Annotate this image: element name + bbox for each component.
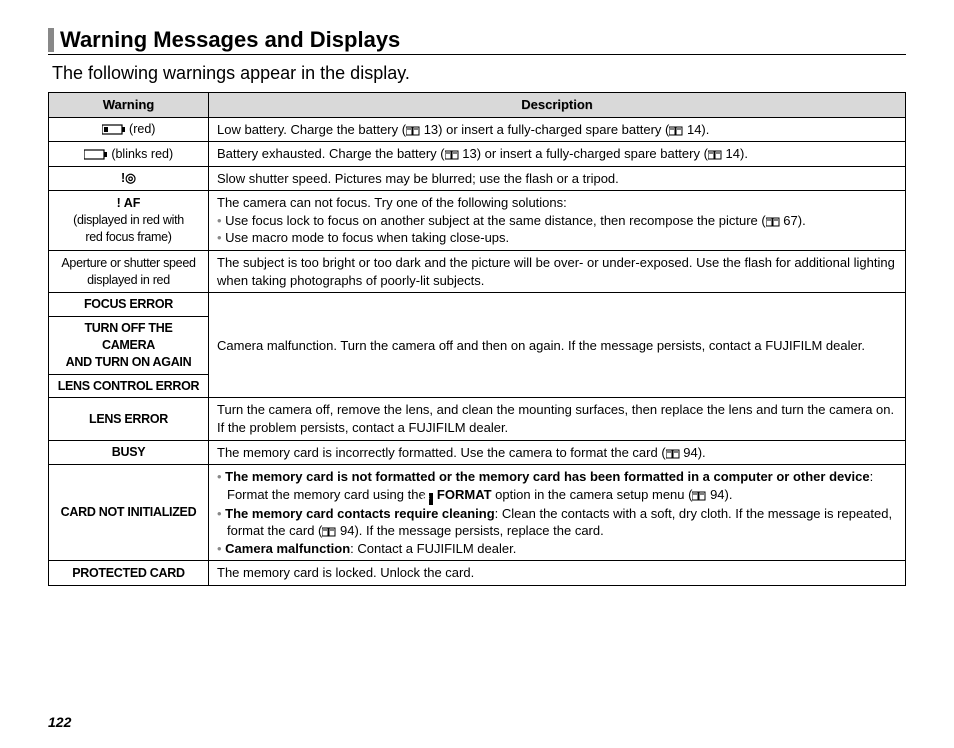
table-row: ! AF (displayed in red with red focus fr… (49, 191, 906, 251)
desc-text: Use macro mode to focus when taking clos… (225, 230, 509, 245)
warning-cell: TURN OFF THE CAMERA AND TURN ON AGAIN (49, 316, 209, 374)
heading-rule: Warning Messages and Displays (48, 28, 906, 55)
desc-bold: The memory card contacts require cleanin… (225, 506, 494, 521)
desc-bullet: • The memory card contacts require clean… (217, 505, 897, 540)
description-cell: Battery exhausted. Charge the battery ( … (209, 142, 906, 167)
page-ref-icon (708, 150, 722, 160)
warning-cell: (red) (49, 117, 209, 142)
description-cell: The subject is too bright or too dark an… (209, 251, 906, 293)
table-row: Aperture or shutter speed displayed in r… (49, 251, 906, 293)
description-cell: Camera malfunction. Turn the camera off … (209, 293, 906, 398)
page-ref-icon (669, 126, 683, 136)
table-row: PROTECTED CARD The memory card is locked… (49, 561, 906, 586)
section-heading: Warning Messages and Displays (48, 28, 906, 52)
desc-line: The camera can not focus. Try one of the… (217, 194, 897, 212)
desc-text: Use focus lock to focus on another subje… (225, 213, 766, 228)
desc-text: Low battery. Charge the battery ( (217, 122, 406, 137)
warning-note: (displayed in red with (57, 212, 200, 229)
desc-text: 13) or insert a fully-charged spare batt… (459, 146, 708, 161)
warning-label: AND TURN ON AGAIN (57, 354, 200, 371)
desc-text: Battery exhausted. Charge the battery ( (217, 146, 445, 161)
description-cell: • The memory card is not formatted or th… (209, 465, 906, 561)
warning-cell: BUSY (49, 440, 209, 465)
warning-cell: LENS ERROR (49, 398, 209, 440)
warning-label: Aperture or shutter speed (57, 255, 200, 272)
battery-low-icon (102, 124, 126, 135)
desc-bullet: • Use focus lock to focus on another sub… (217, 212, 897, 230)
description-cell: The memory card is locked. Unlock the ca… (209, 561, 906, 586)
bullet-icon: • (217, 506, 225, 521)
warning-label: TURN OFF THE CAMERA (57, 320, 200, 354)
warning-cell: (blinks red) (49, 142, 209, 167)
warning-note: red focus frame) (57, 229, 200, 246)
warning-cell: LENS CONTROL ERROR (49, 374, 209, 398)
desc-text: 67). (780, 213, 806, 228)
bullet-icon: • (217, 469, 225, 484)
desc-text: 13) or insert a fully-charged spare batt… (420, 122, 669, 137)
warning-cell: FOCUS ERROR (49, 293, 209, 317)
desc-text: 14). (683, 122, 709, 137)
desc-text: option in the camera setup menu ( (492, 487, 693, 502)
description-cell: Turn the camera off, remove the lens, an… (209, 398, 906, 440)
desc-bullet: • Use macro mode to focus when taking cl… (217, 229, 897, 247)
desc-bullet: • Camera malfunction: Contact a FUJIFILM… (217, 540, 897, 558)
page-ref-icon (692, 491, 706, 501)
desc-text: 14). (722, 146, 748, 161)
desc-text: 94). If the message persists, replace th… (336, 523, 603, 538)
table-row: BUSY The memory card is incorrectly form… (49, 440, 906, 465)
warning-cell: !◎ (49, 166, 209, 191)
col-header-warning: Warning (49, 93, 209, 118)
description-cell: Low battery. Charge the battery ( 13) or… (209, 117, 906, 142)
camera-shake-icon: !◎ (121, 171, 136, 185)
manual-page: Warning Messages and Displays The follow… (0, 0, 954, 586)
desc-bullet: • The memory card is not formatted or th… (217, 468, 897, 505)
bullet-icon: • (217, 213, 225, 228)
bullet-icon: • (217, 230, 225, 245)
warnings-table: Warning Description (red) Low battery. C… (48, 92, 906, 586)
table-row: (red) Low battery. Charge the battery ( … (49, 117, 906, 142)
table-row: CARD NOT INITIALIZED • The memory card i… (49, 465, 906, 561)
warning-label: ! AF (57, 195, 200, 212)
page-number: 122 (48, 714, 71, 730)
page-ref-icon (666, 449, 680, 459)
warning-suffix: (blinks red) (108, 147, 173, 161)
table-row: LENS ERROR Turn the camera off, remove t… (49, 398, 906, 440)
description-cell: Slow shutter speed. Pictures may be blur… (209, 166, 906, 191)
table-row: !◎ Slow shutter speed. Pictures may be b… (49, 166, 906, 191)
desc-bold: FORMAT (433, 487, 491, 502)
page-ref-icon (406, 126, 420, 136)
warning-cell: Aperture or shutter speed displayed in r… (49, 251, 209, 293)
bullet-icon: • (217, 541, 225, 556)
desc-text: The memory card is incorrectly formatted… (217, 445, 666, 460)
warning-label: displayed in red (57, 272, 200, 289)
table-row: (blinks red) Battery exhausted. Charge t… (49, 142, 906, 167)
description-cell: The memory card is incorrectly formatted… (209, 440, 906, 465)
intro-text: The following warnings appear in the dis… (52, 63, 906, 84)
warning-suffix: (red) (126, 122, 156, 136)
desc-bold: Camera malfunction (225, 541, 350, 556)
desc-bold: The memory card is not formatted or the … (225, 469, 869, 484)
col-header-description: Description (209, 93, 906, 118)
warning-cell: ! AF (displayed in red with red focus fr… (49, 191, 209, 251)
warning-cell: PROTECTED CARD (49, 561, 209, 586)
desc-text: 94). (680, 445, 706, 460)
page-ref-icon (445, 150, 459, 160)
page-ref-icon (322, 527, 336, 537)
table-row: FOCUS ERROR Camera malfunction. Turn the… (49, 293, 906, 317)
page-ref-icon (766, 217, 780, 227)
desc-text: : Contact a FUJIFILM dealer. (350, 541, 516, 556)
warning-cell: CARD NOT INITIALIZED (49, 465, 209, 561)
desc-text: 94). (706, 487, 732, 502)
battery-empty-icon (84, 149, 108, 160)
description-cell: The camera can not focus. Try one of the… (209, 191, 906, 251)
